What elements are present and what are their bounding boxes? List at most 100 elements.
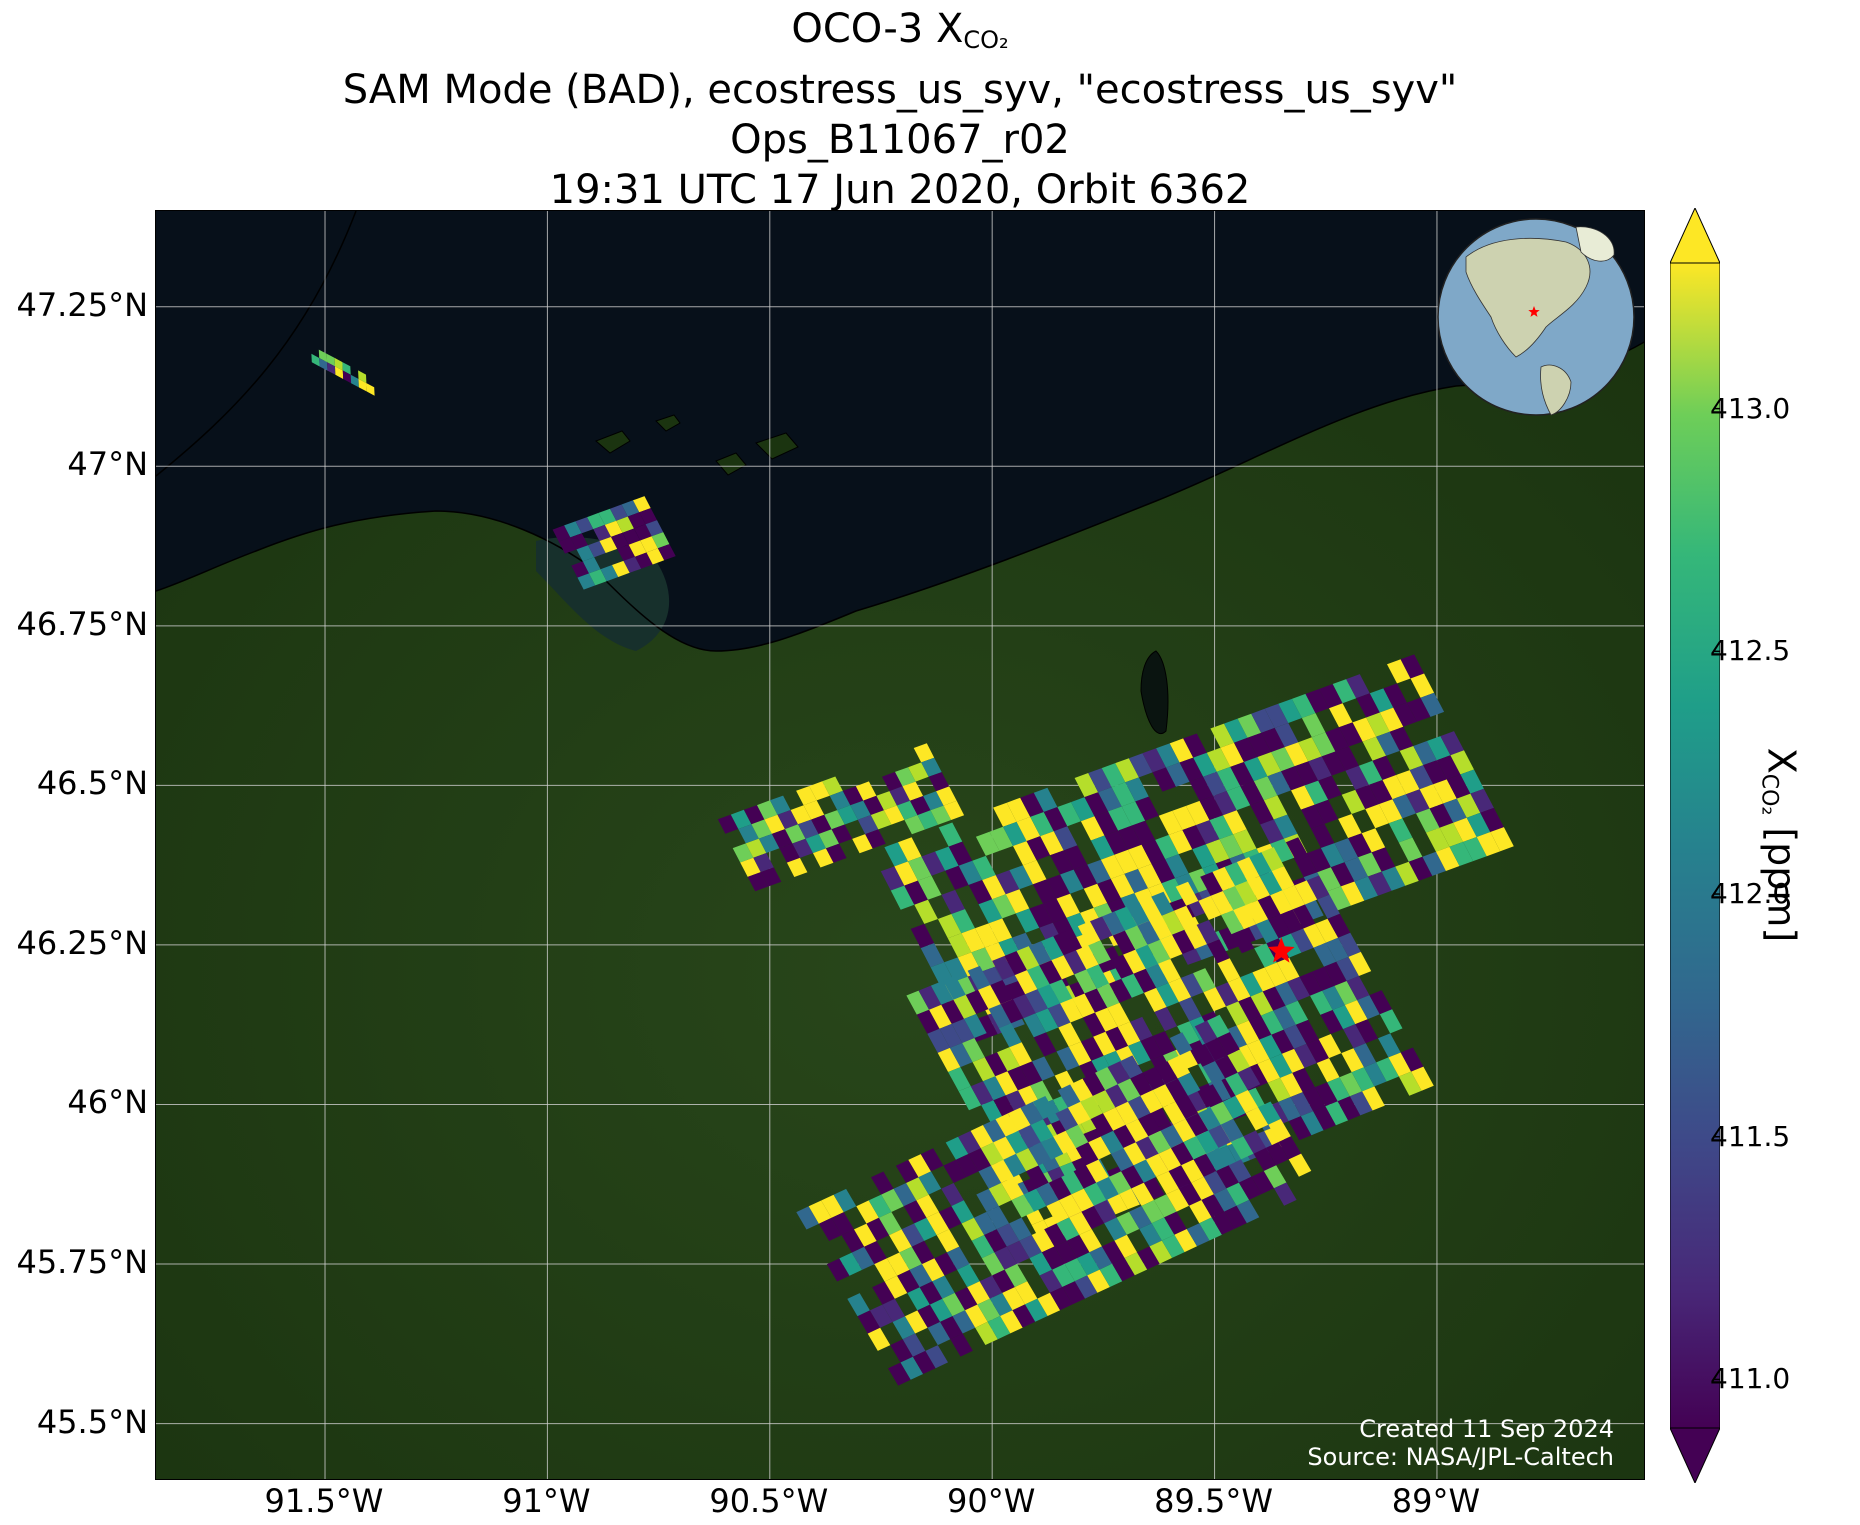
sounding-footprint [1256, 919, 1279, 944]
sounding-footprint [1032, 1056, 1055, 1081]
sounding-footprint [1003, 821, 1027, 846]
plot-title: OCO-3 XCO₂ SAM Mode (BAD), ecostress_us_… [155, 4, 1645, 215]
sounding-footprint [1466, 812, 1491, 837]
sounding-footprint [1030, 812, 1054, 837]
sounding-footprint [1295, 1019, 1319, 1044]
sounding-footprint [1343, 1024, 1366, 1049]
sounding-footprint [779, 843, 800, 863]
sounding-footprint [1170, 1142, 1194, 1166]
sounding-footprint [1316, 1058, 1340, 1083]
sounding-footprint [1480, 807, 1504, 832]
sounding-footprint [1251, 708, 1275, 733]
sounding-footprint [1210, 723, 1234, 748]
colorbar-tick-label: 411.0 [1710, 1362, 1791, 1396]
sounding-footprint [1050, 850, 1074, 875]
sounding-footprint [552, 525, 571, 542]
sounding-footprint [1178, 997, 1202, 1022]
sounding-footprint [1408, 856, 1433, 881]
sounding-footprint [968, 880, 993, 905]
sounding-footprint [1110, 954, 1134, 979]
sounding-footprint [978, 1165, 1002, 1189]
sounding-footprint [1366, 712, 1390, 737]
sounding-footprint [1409, 765, 1434, 790]
sounding-footprint [866, 1217, 890, 1241]
sounding-footprint [905, 1310, 928, 1334]
sounding-footprint [1294, 880, 1318, 905]
sounding-footprint [1130, 1016, 1153, 1041]
sounding-footprint [1114, 1234, 1137, 1258]
sounding-footprint [1154, 1194, 1177, 1218]
sounding-footprint [1426, 827, 1450, 852]
sounding-footprint [1338, 814, 1362, 839]
sounding-footprint [1203, 771, 1227, 796]
sounding-footprint [1348, 951, 1372, 976]
sounding-footprint [864, 1241, 887, 1265]
sounding-footprint [1173, 1119, 1196, 1143]
sounding-footprint [1325, 727, 1349, 752]
sounding-footprint [758, 833, 780, 853]
sounding-footprint [1068, 1041, 1092, 1066]
sounding-footprint [979, 1275, 1003, 1299]
sounding-footprint [1090, 835, 1115, 860]
sounding-footprint [1046, 874, 1071, 899]
sounding-footprint [1449, 841, 1474, 866]
sounding-footprint [1300, 1111, 1324, 1136]
sounding-footprint [947, 933, 972, 958]
sounding-footprint [1207, 1014, 1230, 1038]
sounding-footprint [1057, 802, 1081, 827]
sounding-footprint [928, 772, 950, 792]
sounding-footprint [1133, 1159, 1157, 1183]
sounding-footprint [1245, 900, 1269, 925]
sounding-footprint [1221, 910, 1244, 935]
sounding-footprint [1218, 926, 1243, 951]
sounding-footprint [1002, 1287, 1025, 1311]
sounding-footprint [1108, 1171, 1132, 1195]
sounding-footprint [1325, 937, 1349, 962]
sounding-footprint [1263, 795, 1288, 820]
sounding-footprint [908, 762, 929, 782]
sounding-footprint [1436, 755, 1461, 780]
sounding-footprint [1074, 1275, 1098, 1299]
sounding-footprint [895, 767, 916, 787]
sounding-footprint [1433, 779, 1457, 804]
sounding-footprint [1260, 819, 1284, 844]
inland-lake [1140, 650, 1169, 734]
sounding-footprint [1183, 733, 1207, 758]
sounding-footprint [826, 843, 847, 863]
sounding-footprint [1203, 987, 1227, 1012]
sounding-footprint [900, 1356, 924, 1380]
sounding-footprint [936, 1229, 960, 1253]
sounding-footprint [1209, 815, 1234, 840]
sounding-footprint [938, 822, 963, 847]
sounding-footprint [621, 500, 640, 517]
sounding-footprint [937, 1047, 961, 1072]
sounding-footprint [1056, 1046, 1080, 1071]
sounding-footprint [576, 545, 595, 562]
sounding-footprint [1202, 1061, 1226, 1085]
sounding-footprint [627, 512, 646, 529]
sounding-footprint [1003, 1153, 1027, 1178]
sounding-footprint [1025, 989, 1048, 1014]
sounding-footprint [1154, 1007, 1178, 1032]
sounding-footprint [964, 1014, 987, 1038]
sounding-footprint [1095, 1067, 1118, 1091]
map-panel: Created 11 Sep 2024 Source: NASA/JPL-Cal… [155, 210, 1645, 1480]
sounding-footprint [913, 743, 935, 763]
sounding-footprint [1178, 1182, 1202, 1206]
sounding-footprint [1278, 1136, 1302, 1160]
sounding-footprint [786, 857, 808, 877]
sounding-footprint [1264, 703, 1289, 728]
sounding-footprint [1124, 1252, 1148, 1276]
sounding-footprint [987, 1316, 1011, 1340]
sounding-footprint [1250, 991, 1274, 1016]
sounding-footprint [1223, 810, 1247, 835]
sounding-footprint [1001, 1177, 1024, 1201]
sounding-footprint [1123, 949, 1146, 974]
sounding-footprint [587, 512, 605, 530]
sounding-footprint [612, 560, 630, 577]
sounding-footprint [1346, 976, 1370, 1001]
sounding-footprint [971, 1235, 995, 1259]
sounding-footprint [1124, 925, 1148, 950]
sounding-footprint [874, 1258, 898, 1282]
sounding-footprint [1072, 993, 1095, 1018]
